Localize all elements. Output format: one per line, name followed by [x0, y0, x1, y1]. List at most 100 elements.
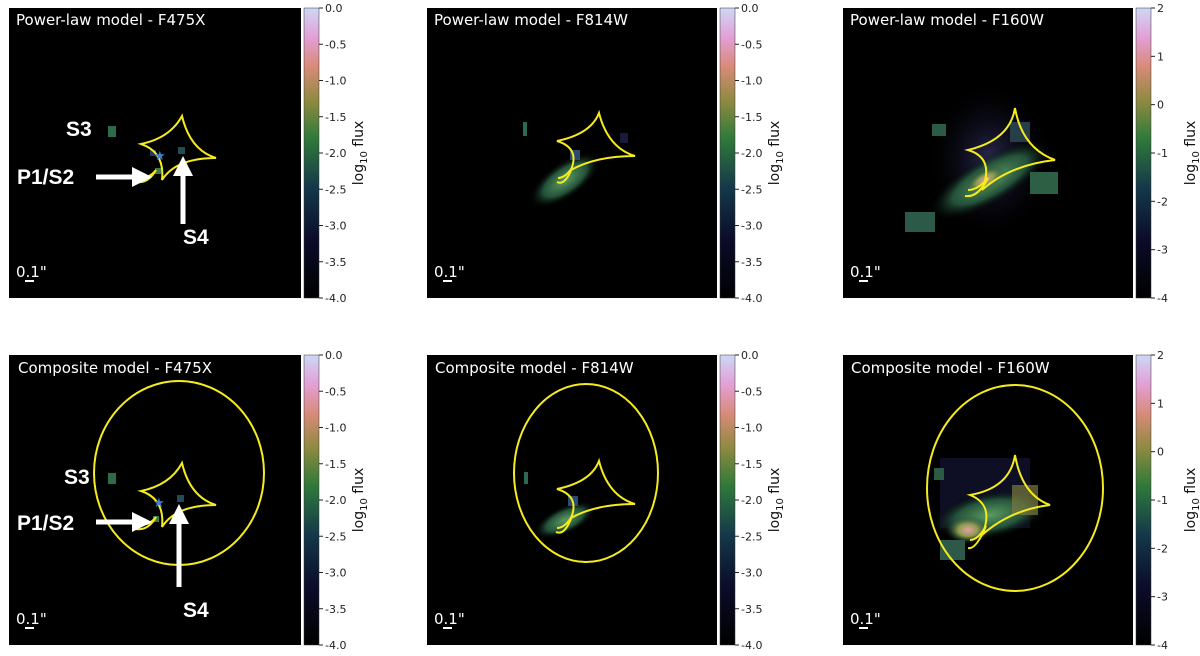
colorbar-tick-label: -1.5: [325, 111, 346, 124]
colorbar-label: log10 flux: [351, 468, 370, 533]
colorbar: [719, 354, 736, 646]
panel-title: Composite model - F814W: [435, 359, 634, 377]
source-blob: [934, 468, 944, 480]
critical-curve: [555, 515, 573, 534]
label-p1s2: P1/S2: [17, 166, 74, 189]
colorbar-tick-label: -4.0: [325, 639, 346, 652]
source-blob: [178, 147, 185, 154]
caustic-curve: [964, 107, 1056, 191]
colorbar: [1135, 7, 1152, 299]
source-blob: [570, 150, 580, 160]
panel-powerlaw-f475x: ★ Power-law model - F475X 0.1": [9, 8, 301, 298]
colorbar-tick-label: -0.5: [325, 385, 346, 398]
colorbar-label: log10 flux: [767, 468, 786, 533]
colorbar-tick-label: -0.5: [741, 38, 762, 51]
colorbar-label: log10 flux: [1183, 468, 1200, 533]
colorbar-tick-label: -2.0: [325, 494, 346, 507]
colorbar-tick-label: -0.5: [325, 38, 346, 51]
colorbar-tick-label: -2.5: [325, 183, 346, 196]
colorbar-tick-label: -1.5: [741, 458, 762, 471]
colorbar-tick-label: -0.5: [741, 385, 762, 398]
source-core: [946, 516, 990, 544]
critical-curve: [967, 525, 987, 550]
radial-caustic: [513, 383, 659, 563]
scale-bar-label: 0.1": [16, 263, 47, 281]
source-blob: [524, 472, 528, 484]
star-marker: ★: [153, 496, 165, 511]
colorbar-label: log10 flux: [767, 121, 786, 186]
colorbar-tick-label: -1.5: [325, 458, 346, 471]
colorbar-tick-label: -3.0: [741, 567, 762, 580]
label-p1s2: P1/S2: [17, 512, 74, 535]
source-blob: [940, 540, 965, 560]
colorbar-tick-label: 0: [1157, 99, 1164, 112]
colorbar-tick-label: -4: [1157, 292, 1168, 305]
source-blob: [108, 126, 116, 137]
source-blob: [523, 122, 527, 136]
annotations-row-2: S3 P1/S2 S4: [17, 466, 209, 622]
scale-bar-label: 0.1": [850, 263, 881, 281]
radial-caustic: [926, 384, 1104, 592]
colorbar-tick-label: 0.0: [325, 2, 343, 15]
colorbar-label: log10 flux: [1183, 121, 1200, 186]
source-blob: [620, 133, 628, 143]
scale-bar-label: 0.1": [16, 610, 47, 628]
colorbar-tick-label: -3: [1157, 244, 1168, 257]
colorbar-5: [719, 354, 736, 646]
colorbar-tick-label: -1.0: [741, 422, 762, 435]
colorbar-tick-label: 2: [1157, 2, 1164, 15]
critical-curve: [964, 177, 989, 198]
colorbar-tick-label: -1.0: [325, 422, 346, 435]
panel-composite-f475x: ★ Composite model - F475X 0.1": [9, 355, 301, 645]
colorbar-label: log10 flux: [351, 121, 370, 186]
colorbar-tick-label: 1: [1157, 397, 1164, 410]
panel-composite-f160w: Composite model - F160W 0.1": [843, 355, 1133, 645]
panel-title: Power-law model - F814W: [434, 11, 628, 29]
source-blob: [155, 168, 161, 174]
colorbar-tick-label: -1.5: [741, 111, 762, 124]
source-blob: [150, 150, 156, 156]
panel-title: Composite model - F160W: [851, 359, 1050, 377]
colorbar-tick-label: 2: [1157, 349, 1164, 362]
colorbar-tick-label: -4.0: [741, 639, 762, 652]
colorbar-tick-label: -1: [1157, 147, 1168, 160]
source-blob: [177, 495, 184, 502]
colorbar-3: [1135, 7, 1152, 299]
panel-title: Composite model - F475X: [18, 359, 212, 377]
colorbar-tick-label: -3.5: [325, 603, 346, 616]
colorbar-tick-label: -4: [1157, 639, 1168, 652]
colorbar-tick-label: -3.0: [741, 220, 762, 233]
source-blob: [905, 212, 935, 232]
colorbar-tick-label: -2.5: [741, 183, 762, 196]
label-s4: S4: [183, 599, 209, 622]
colorbar-tick-label: -3.0: [325, 220, 346, 233]
colorbar: [303, 7, 320, 299]
colorbar-6: [1135, 354, 1152, 646]
scale-bar-label: 0.1": [434, 263, 465, 281]
scale-bar-label: 0.1": [850, 610, 881, 628]
scale-bar-label: 0.1": [434, 610, 465, 628]
colorbar-tick-label: -2.5: [325, 530, 346, 543]
source-blob: [1030, 172, 1058, 194]
panel-title: Power-law model - F160W: [850, 11, 1044, 29]
colorbar-tick-label: -3.5: [325, 256, 346, 269]
annotations-row-1: S3 P1/S2 S4: [17, 118, 209, 249]
source-glow: [533, 500, 597, 540]
colorbar-tick-label: -1.0: [741, 75, 762, 88]
caustic-curve: [137, 113, 217, 181]
colorbar-tick-label: -3.5: [741, 256, 762, 269]
colorbar-tick-label: -4.0: [741, 292, 762, 305]
colorbar-tick-label: -2.0: [741, 147, 762, 160]
colorbar-2: [719, 7, 736, 299]
colorbar-tick-label: -2.5: [741, 530, 762, 543]
source-blob: [153, 516, 159, 522]
colorbar-tick-label: -2.0: [325, 147, 346, 160]
colorbar-tick-label: 0.0: [741, 2, 759, 15]
colorbar-tick-label: -3.5: [741, 603, 762, 616]
panel-powerlaw-f814w: Power-law model - F814W 0.1": [427, 8, 717, 298]
colorbar-tick-label: 0: [1157, 446, 1164, 459]
panel-composite-f814w: Composite model - F814W 0.1": [427, 355, 717, 645]
source-blob: [932, 124, 946, 136]
colorbar: [1135, 354, 1152, 646]
